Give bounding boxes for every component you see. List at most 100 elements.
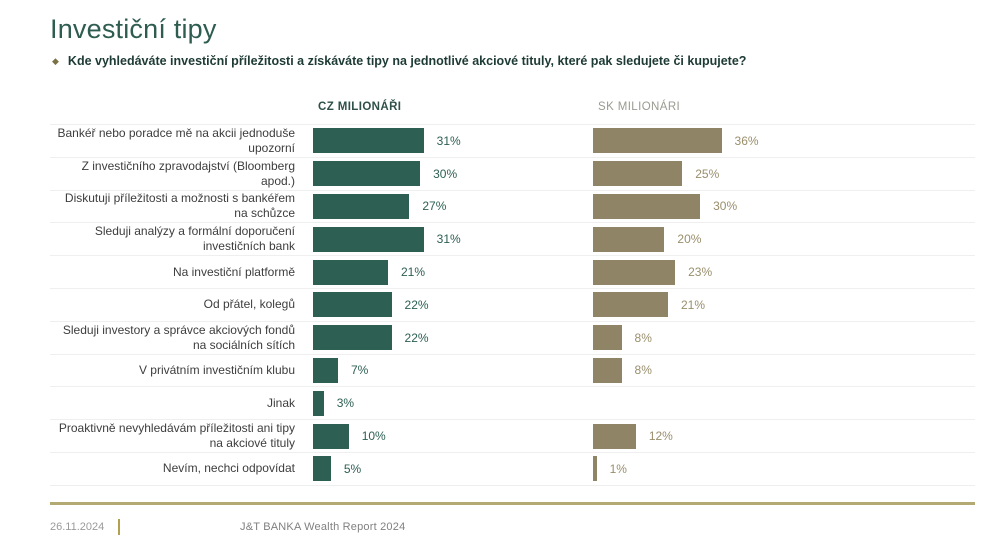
cz-series-header: CZ MILIONÁŘI xyxy=(318,101,402,113)
category-label: V privátním investičním klubu xyxy=(138,362,295,377)
cz-bar xyxy=(313,193,410,219)
cz-bar-value: 10% xyxy=(361,429,386,444)
sk-bar-cell: 36% xyxy=(593,125,975,157)
category-label: Nevím, nechci odpovídat xyxy=(162,461,295,476)
sk-series-header: SK MILIONÁRI xyxy=(598,101,681,113)
sk-bar-cell: 8% xyxy=(593,355,975,387)
sk-bar-value: 12% xyxy=(648,429,673,444)
sk-bar-cell: 23% xyxy=(593,256,975,288)
subtitle-row: ◆ Kde vyhledáváte investiční příležitost… xyxy=(50,54,975,69)
bar-chart: CZ MILIONÁŘI SK MILIONÁRI Bankéř nebo po… xyxy=(50,95,975,486)
sk-bar-cell: 21% xyxy=(593,289,975,321)
category-label: Proaktivně nevyhledávám příležitosti ani… xyxy=(58,421,295,451)
cz-bar-value: 3% xyxy=(336,396,355,411)
chart-row: Bankéř nebo poradce mě na akcii jednoduš… xyxy=(50,124,975,157)
footer-date: 26.11.2024 xyxy=(50,520,105,533)
cz-bar xyxy=(313,357,338,383)
footer-tick-icon xyxy=(118,518,120,535)
category-label: Diskutuji příležitosti a možnosti s bank… xyxy=(64,191,295,221)
sk-bar-value: 21% xyxy=(680,297,705,312)
cz-bar xyxy=(313,390,324,416)
sk-bar xyxy=(593,259,676,285)
sk-bar xyxy=(593,161,683,187)
cz-bar-cell: 21% xyxy=(313,256,593,288)
category-label: Od přátel, kolegů xyxy=(203,297,295,312)
cz-bar-value: 22% xyxy=(404,330,429,345)
sk-bar xyxy=(593,193,701,219)
sk-bar xyxy=(593,226,665,252)
cz-bar xyxy=(313,259,388,285)
cz-bar-value: 5% xyxy=(343,461,362,476)
footer-report-title: J&T BANKA Wealth Report 2024 xyxy=(240,520,406,533)
sk-bar-value: 1% xyxy=(609,461,627,476)
sk-bar xyxy=(593,325,622,351)
category-label: Z investičního zpravodajství (Bloomberg … xyxy=(81,158,295,188)
footer: 26.11.2024 J&T BANKA Wealth Report 2024 xyxy=(50,518,975,535)
chart-row: Jinak 3% xyxy=(50,386,975,419)
cz-bar-cell: 30% xyxy=(313,158,593,190)
cz-bar-cell: 3% xyxy=(313,387,593,419)
cz-bar-value: 22% xyxy=(404,297,429,312)
slide: Investiční tipy ◆ Kde vyhledáváte invest… xyxy=(50,14,975,535)
category-label: Sleduji investory a správce akciových fo… xyxy=(62,322,295,352)
chart-row: Z investičního zpravodajství (Bloomberg … xyxy=(50,156,975,190)
cz-bar-cell: 27% xyxy=(313,191,593,223)
cz-bar xyxy=(313,456,331,482)
cz-bar-value: 21% xyxy=(400,265,425,280)
chart-row: V privátním investičním klubu 7% 8% xyxy=(50,353,975,387)
sk-bar-value: 23% xyxy=(688,265,713,280)
cz-bar-value: 30% xyxy=(433,166,458,181)
cz-bar-cell: 7% xyxy=(313,355,593,387)
category-label: Sleduji analýzy a formální doporučení in… xyxy=(94,224,295,254)
sk-bar-value: 25% xyxy=(695,166,720,181)
footer-divider xyxy=(50,501,975,505)
sk-bar-value: 8% xyxy=(634,330,652,345)
sk-bar-cell: 1% xyxy=(593,453,975,485)
cz-bar xyxy=(313,325,392,351)
sk-bar-cell: 25% xyxy=(593,158,975,190)
cz-bar-value: 31% xyxy=(436,232,461,247)
sk-bar-value: 30% xyxy=(713,199,738,214)
chart-row: Nevím, nechci odpovídat 5% 1% xyxy=(50,451,975,485)
sk-bar-cell: 8% xyxy=(593,322,975,354)
sk-bar xyxy=(593,292,668,318)
chart-row: Sleduji investory a správce akciových fo… xyxy=(50,320,975,354)
sk-bar xyxy=(593,456,597,482)
cz-bar-value: 31% xyxy=(436,133,461,148)
cz-bar xyxy=(313,423,349,449)
chart-row: Na investiční platformě 21% 23% xyxy=(50,255,975,288)
chart-row: Diskutuji příležitosti a možnosti s bank… xyxy=(50,189,975,223)
category-label: Jinak xyxy=(266,395,295,410)
sk-bar-cell: 12% xyxy=(593,420,975,452)
page-title: Investiční tipy xyxy=(50,14,217,44)
sk-bar-cell xyxy=(593,387,975,419)
survey-question: Kde vyhledáváte investiční příležitosti … xyxy=(67,54,747,68)
cz-bar-cell: 22% xyxy=(313,289,593,321)
cz-bar-cell: 22% xyxy=(313,322,593,354)
cz-bar-cell: 5% xyxy=(313,453,593,485)
chart-row: Sleduji analýzy a formální doporučení in… xyxy=(50,222,975,255)
sk-bar-value: 20% xyxy=(677,232,702,247)
sk-bar-cell: 20% xyxy=(593,223,975,255)
category-label: Na investiční platformě xyxy=(172,264,295,279)
sk-bar xyxy=(593,128,722,154)
sk-bar-cell: 30% xyxy=(593,191,975,223)
sk-bar-value: 36% xyxy=(734,133,759,148)
cz-bar xyxy=(313,128,424,154)
diamond-bullet-icon: ◆ xyxy=(52,56,59,66)
sk-bar-value: 8% xyxy=(634,363,652,378)
category-label: Bankéř nebo poradce mě na akcii jednoduš… xyxy=(57,125,296,155)
cz-bar xyxy=(313,292,392,318)
sk-bar xyxy=(593,357,622,383)
chart-header-row: CZ MILIONÁŘI SK MILIONÁRI xyxy=(50,95,975,117)
cz-bar-cell: 10% xyxy=(313,420,593,452)
cz-bar-value: 7% xyxy=(350,363,369,378)
chart-row: Od přátel, kolegů 22% 21% xyxy=(50,287,975,321)
sk-bar xyxy=(593,423,636,449)
cz-bar-value: 27% xyxy=(422,199,447,214)
cz-bar-cell: 31% xyxy=(313,223,593,255)
chart-rows: Bankéř nebo poradce mě na akcii jednoduš… xyxy=(50,124,975,486)
cz-bar-cell: 31% xyxy=(313,125,593,157)
chart-row: Proaktivně nevyhledávám příležitosti ani… xyxy=(50,419,975,452)
cz-bar xyxy=(313,226,424,252)
